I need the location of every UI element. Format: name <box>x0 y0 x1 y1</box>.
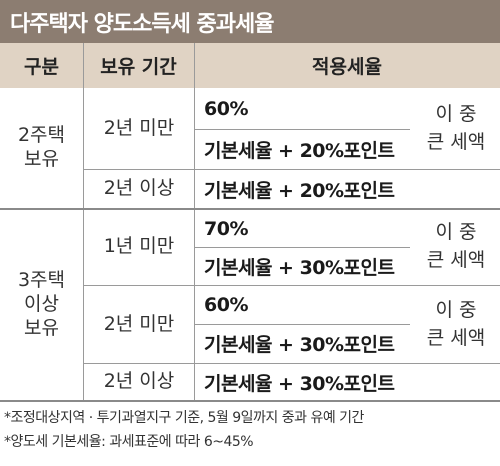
table-title: 다주택자 양도소득세 중과세율 <box>0 0 500 43</box>
rate-value: 70% <box>204 218 248 240</box>
category-label-line: 이상 <box>24 293 59 316</box>
row-divider <box>195 247 410 248</box>
note-line: 이 중 <box>435 298 477 321</box>
note-line: 이 중 <box>435 221 477 244</box>
footnote: *조정대상지역 · 투기과열지구 기준, 5월 9일까지 중과 유예 기간 <box>4 410 364 426</box>
rate-value: 기본세율 + 20%포인트 <box>204 179 395 202</box>
note-line: 큰 세액 <box>426 326 486 349</box>
table-bottom-border <box>0 400 500 402</box>
header-category: 구분 <box>24 56 59 78</box>
footnote: *양도세 기본세율: 과세표준에 따라 6~45% <box>4 434 254 450</box>
note-line: 큰 세액 <box>426 130 486 153</box>
larger-tax-note: 이 중 큰 세액 <box>412 88 500 169</box>
table-header: 구분 보유 기간 적용세율 <box>0 43 500 88</box>
note-line: 이 중 <box>435 102 477 125</box>
row-divider <box>195 324 410 325</box>
category-label-line: 보유 <box>24 316 59 339</box>
row-divider <box>84 169 500 170</box>
category-label-line: 2주택 <box>17 124 66 147</box>
larger-tax-note: 이 중 큰 세액 <box>412 210 500 284</box>
column-divider <box>194 43 195 400</box>
category-3-plus-homes: 3주택 이상 보유 <box>0 210 83 400</box>
row-divider <box>195 129 410 130</box>
header-rate: 적용세율 <box>312 56 382 78</box>
rate-value: 60% <box>204 98 248 120</box>
category-label-line: 3주택 <box>17 269 66 292</box>
rate-value: 기본세율 + 30%포인트 <box>204 372 395 395</box>
period-cell: 1년 미만 <box>103 235 175 258</box>
period-cell: 2년 미만 <box>103 116 175 139</box>
period-cell: 2년 미만 <box>103 312 175 335</box>
period-cell: 2년 이상 <box>103 370 175 393</box>
period-cell: 2년 이상 <box>103 177 175 200</box>
category-label-line: 보유 <box>24 148 59 170</box>
rate-value: 기본세율 + 30%포인트 <box>204 256 395 279</box>
note-line: 큰 세액 <box>426 249 486 271</box>
row-divider <box>84 285 500 286</box>
column-divider <box>83 43 84 400</box>
rate-value: 기본세율 + 20%포인트 <box>204 139 395 162</box>
rate-value: 기본세율 + 30%포인트 <box>204 334 395 356</box>
category-2-homes: 2주택 보유 <box>0 88 83 208</box>
rate-value: 60% <box>204 294 248 316</box>
header-period: 보유 기간 <box>100 56 177 78</box>
row-divider <box>84 363 500 364</box>
group-divider <box>0 208 500 210</box>
larger-tax-note: 이 중 큰 세액 <box>412 286 500 363</box>
